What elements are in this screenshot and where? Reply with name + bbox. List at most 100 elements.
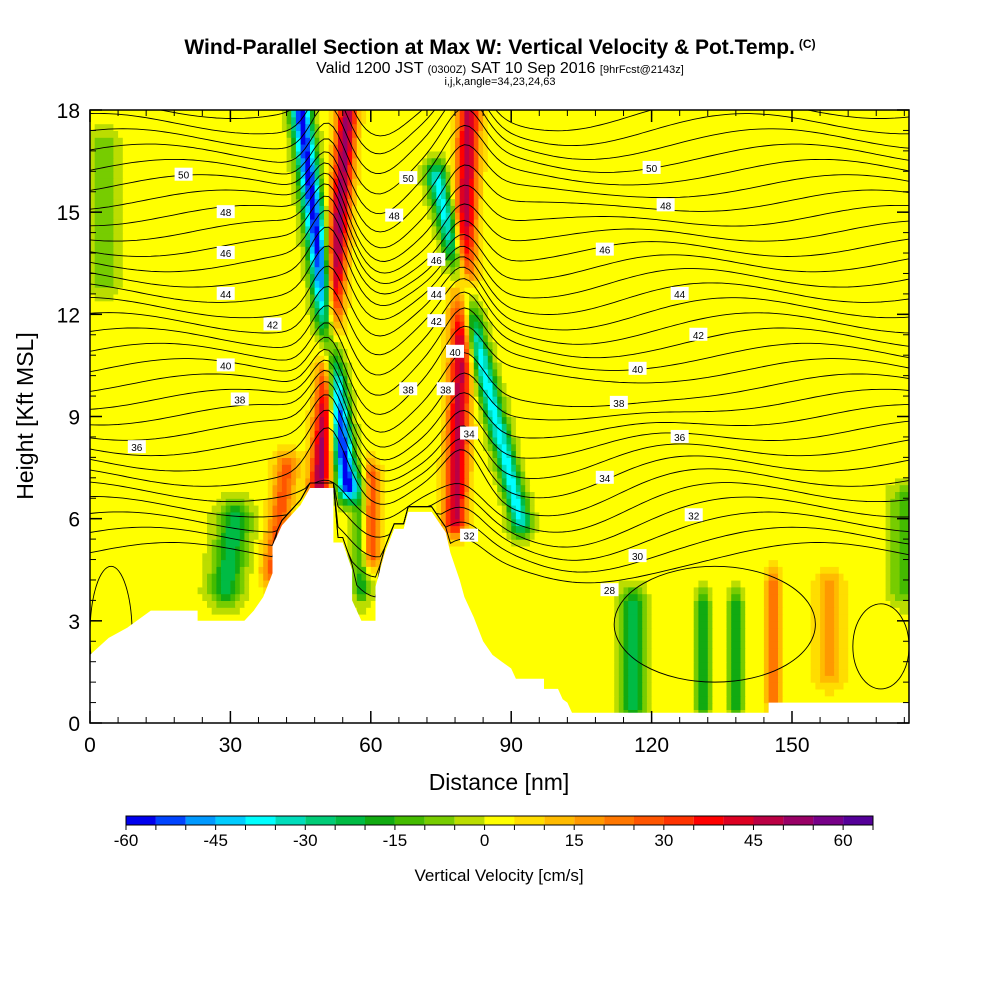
velocity-cell [94, 157, 114, 166]
velocity-cell [628, 661, 639, 670]
velocity-cell [202, 573, 208, 581]
velocity-cell [473, 164, 480, 172]
velocity-cell [824, 641, 835, 649]
velocity-cell [459, 457, 465, 465]
velocity-cell [501, 464, 508, 472]
velocity-cell [375, 545, 381, 554]
velocity-cell [427, 184, 433, 193]
velocity-cell [478, 225, 484, 234]
velocity-cell [338, 341, 344, 349]
velocity-cell [361, 518, 367, 527]
velocity-cell [319, 123, 330, 131]
velocity-cell [263, 532, 269, 540]
velocity-cell [324, 164, 330, 172]
velocity-cell [384, 491, 437, 499]
velocity-cell [515, 532, 526, 540]
velocity-cell [469, 110, 475, 118]
velocity-cell [885, 511, 891, 520]
velocity-cell [94, 280, 114, 288]
velocity-cell [356, 184, 423, 193]
velocity-cell [445, 477, 451, 486]
velocity-cell [445, 423, 451, 431]
velocity-cell [333, 368, 339, 377]
velocity-cell [445, 491, 451, 499]
velocity-cell [436, 205, 442, 213]
velocity-cell [445, 178, 451, 186]
velocity-cell [464, 382, 470, 390]
velocity-cell [347, 328, 442, 336]
theta-label: 42 [689, 327, 708, 342]
velocity-cell [778, 682, 784, 690]
velocity-cell [314, 232, 320, 240]
velocity-cell [347, 471, 353, 479]
velocity-cell [469, 232, 475, 240]
velocity-cell [347, 123, 353, 131]
colorbar-swatch [663, 816, 694, 825]
velocity-cell [464, 123, 470, 131]
velocity-cell [90, 328, 311, 336]
velocity-cell [300, 123, 306, 131]
velocity-cell [618, 668, 625, 676]
velocity-cell [820, 641, 826, 649]
velocity-cell [361, 484, 367, 492]
velocity-cell [834, 600, 840, 608]
velocity-cell [469, 518, 475, 527]
theta-label-box [446, 344, 465, 358]
velocity-cell [483, 307, 489, 315]
velocity-cell [501, 491, 508, 499]
velocity-cell [501, 409, 508, 418]
velocity-cell [90, 178, 96, 186]
velocity-cell [745, 586, 765, 595]
velocity-cell [712, 668, 727, 676]
velocity-cell [459, 225, 465, 234]
velocity-cell [239, 580, 246, 588]
velocity-cell [501, 416, 508, 424]
velocity-cell [342, 321, 348, 329]
velocity-cell [511, 396, 909, 404]
velocity-cell [384, 505, 437, 513]
velocity-cell [455, 293, 461, 302]
velocity-cell [366, 471, 372, 479]
velocity-cell [693, 627, 699, 635]
velocity-cell [90, 116, 283, 125]
velocity-cell [483, 423, 489, 431]
velocity-cell [506, 518, 512, 527]
velocity-cell [375, 518, 381, 527]
velocity-cell [455, 375, 461, 383]
velocity-cell [366, 573, 372, 581]
velocity-cell [642, 682, 648, 690]
velocity-cell [464, 457, 470, 465]
velocity-cell [459, 232, 465, 240]
velocity-cell [473, 198, 480, 206]
velocity-cell [347, 532, 353, 540]
velocity-cell [328, 423, 334, 431]
velocity-cell [469, 328, 475, 336]
velocity-cell [342, 157, 348, 166]
velocity-cell [763, 586, 770, 595]
velocity-cell [366, 110, 451, 118]
theta-label-box [427, 314, 446, 328]
velocity-cell [370, 532, 377, 540]
velocity-cell [342, 273, 348, 281]
velocity-cell [464, 416, 470, 424]
velocity-cell [740, 586, 746, 595]
velocity-cell [375, 580, 620, 588]
velocity-cell [314, 382, 320, 390]
velocity-cell [281, 123, 288, 131]
velocity-cell [417, 164, 423, 172]
velocity-cell [333, 130, 339, 138]
velocity-cell [291, 477, 297, 486]
velocity-cell [848, 580, 887, 588]
velocity-cell [90, 123, 96, 131]
velocity-cell [314, 239, 320, 247]
velocity-cell [520, 457, 526, 465]
velocity-cell [642, 702, 648, 710]
velocity-cell [314, 436, 320, 445]
velocity-cell [731, 675, 742, 683]
velocity-cell [473, 123, 480, 131]
velocity-cell [267, 477, 274, 486]
velocity-cell [483, 300, 909, 309]
velocity-cell [258, 505, 264, 513]
velocity-cell [90, 348, 325, 356]
velocity-cell [515, 430, 909, 438]
